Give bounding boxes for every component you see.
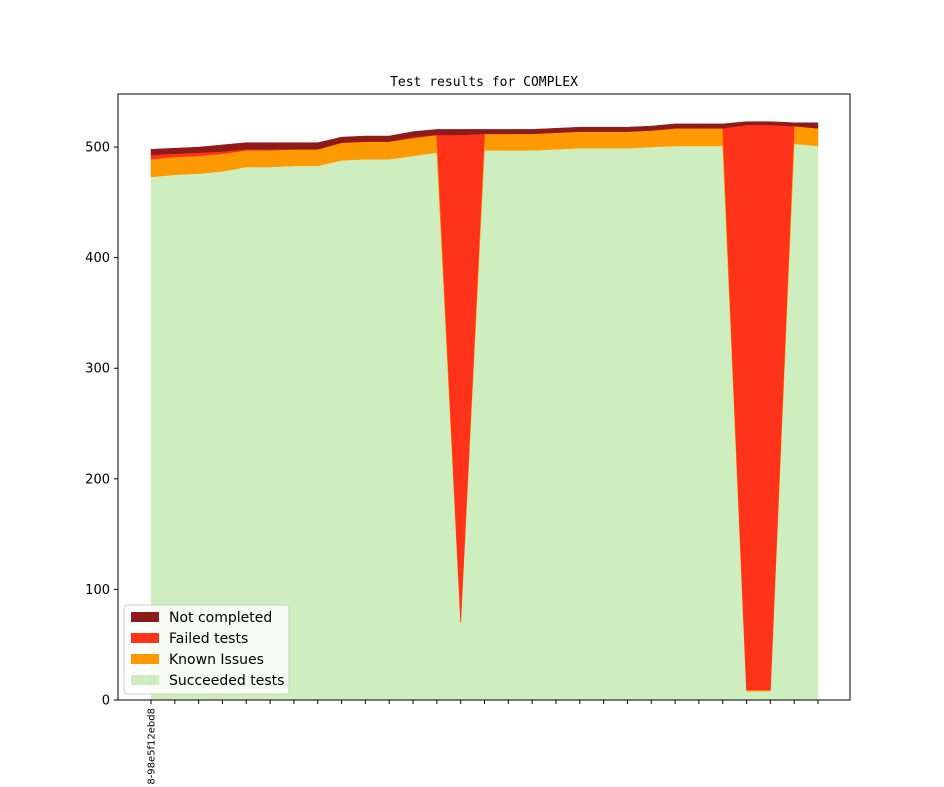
y-tick-label: 300 (85, 362, 110, 377)
y-tick-label: 0 (102, 694, 110, 709)
y-axis: 0 100 200 300 400 500 (85, 141, 118, 709)
legend-label: Succeeded tests (169, 673, 284, 689)
legend-label: Known Issues (169, 652, 264, 668)
x-tick-label: 8-98e5f12ebd8 (147, 708, 158, 785)
legend-swatch (131, 654, 159, 664)
legend-swatch (131, 675, 159, 685)
legend-swatch (131, 612, 159, 622)
legend-box (123, 604, 290, 695)
legend-label: Not completed (169, 610, 272, 626)
x-axis: 8-98e5f12ebd8 (147, 700, 819, 785)
area-not-completed (150, 121, 819, 156)
legend-label: Failed tests (169, 631, 248, 647)
legend-swatch (131, 633, 159, 643)
y-tick-label: 200 (85, 472, 110, 487)
y-tick-label: 500 (85, 141, 110, 156)
chart-title: Test results for COMPLEX (390, 75, 578, 90)
legend: Not completed Failed tests Known Issues Suc… (123, 604, 290, 695)
y-tick-label: 100 (85, 583, 110, 598)
y-tick-label: 400 (85, 251, 110, 266)
